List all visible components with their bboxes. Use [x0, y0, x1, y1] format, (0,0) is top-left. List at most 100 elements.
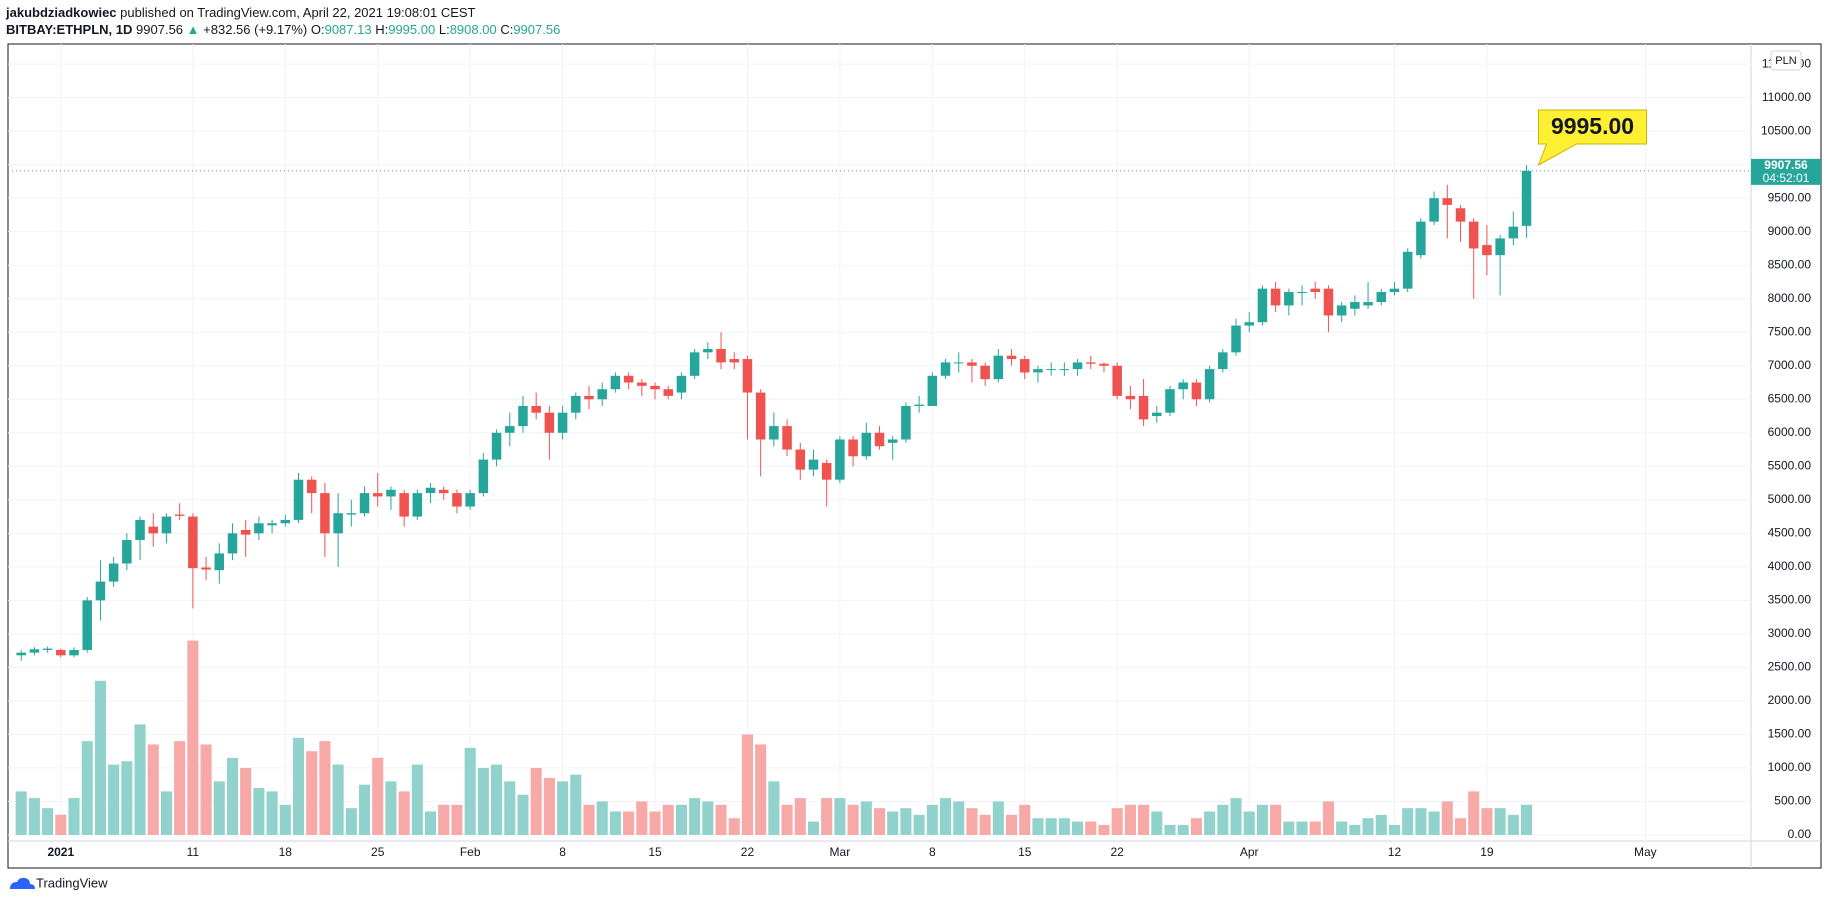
candle-body	[544, 412, 555, 433]
candle-body	[293, 479, 304, 520]
brand: TradingView	[36, 875, 108, 890]
logo[interactable]: TradingView	[10, 875, 108, 890]
volume-bar	[292, 737, 305, 835]
y-tick-label: 500.00	[1774, 794, 1811, 808]
volume-bar	[1058, 818, 1070, 835]
candle-body	[188, 516, 198, 569]
volume-bar	[187, 640, 199, 835]
volume-bar	[649, 811, 661, 835]
volume-bar	[358, 784, 371, 835]
volume-bar	[689, 798, 701, 835]
candle-body	[1402, 251, 1413, 289]
close-value: 9907.56	[513, 22, 561, 37]
volume-bar	[424, 811, 437, 835]
countdown-label: 04:52:01	[1763, 171, 1810, 185]
volume-bar	[1349, 824, 1361, 835]
candle-body	[1019, 359, 1030, 373]
candle-body	[227, 533, 238, 554]
callout-label: 9995.00	[1551, 113, 1634, 139]
candle-body	[1455, 208, 1466, 222]
y-tick-label: 8000.00	[1768, 291, 1812, 305]
y-tick-label: 9500.00	[1768, 190, 1812, 204]
y-tick-label: 5000.00	[1768, 492, 1812, 506]
candle-body	[214, 553, 225, 571]
volume-bar	[411, 764, 423, 835]
open-value: 9087.13	[324, 22, 372, 37]
volume-bar	[623, 811, 635, 835]
callout	[1537, 109, 1648, 167]
candle-body	[782, 426, 792, 450]
candle-body	[848, 439, 858, 457]
volume-bar	[1045, 818, 1057, 835]
volume-bar	[319, 741, 331, 835]
volume-bar	[913, 814, 925, 835]
candle-body	[1006, 355, 1017, 360]
volume-bar	[1098, 824, 1110, 835]
volume-bar	[517, 794, 529, 835]
volume-bar	[108, 764, 120, 835]
candle-body	[1495, 238, 1505, 256]
volume-bar	[953, 801, 965, 835]
candle-body	[1059, 369, 1070, 371]
candle-body	[108, 563, 119, 582]
candle-body	[333, 513, 343, 534]
candle-body	[425, 487, 436, 494]
volume-bar	[28, 798, 40, 835]
candle-body	[267, 523, 277, 526]
volume-bar	[1072, 821, 1084, 835]
volume-bar	[1441, 801, 1453, 835]
volume-bar	[768, 781, 780, 835]
candle-body	[1086, 362, 1096, 364]
candle-body	[161, 516, 172, 534]
x-tick-label: 12	[1388, 845, 1402, 859]
ohlc-line: BITBAY:ETHPLN, 1D 9907.56 ▲ +832.56 (+9.…	[6, 22, 560, 37]
volume-bar	[477, 767, 489, 835]
volume-bar	[134, 724, 146, 835]
candle-body	[637, 382, 647, 386]
candle-body	[703, 348, 713, 353]
candle-body	[663, 389, 673, 396]
candle-body	[280, 519, 291, 524]
volume-bar	[702, 801, 714, 835]
volume-bar	[279, 804, 291, 835]
y-tick-label: 10500.00	[1761, 123, 1811, 137]
author[interactable]: jakubdziadkowiec	[6, 5, 117, 20]
volume-bar	[174, 741, 186, 835]
volume-bar	[438, 804, 450, 835]
volume-bar	[807, 821, 820, 835]
candle-body	[240, 529, 251, 535]
volume-bar	[781, 804, 793, 835]
currency-button[interactable]	[1770, 50, 1802, 71]
candle-body	[465, 493, 475, 507]
volume-bar	[1507, 814, 1519, 835]
volume-bar	[1428, 811, 1440, 835]
volume-bar	[372, 757, 384, 835]
y-tick-label: 6500.00	[1768, 391, 1812, 405]
volume-bar	[345, 808, 357, 835]
volume-bar	[1270, 804, 1282, 835]
candle-body	[1336, 305, 1347, 316]
candle-body	[1468, 221, 1479, 249]
candle-body	[1310, 288, 1321, 293]
y-tick-label: 2500.00	[1768, 660, 1812, 674]
volume-bar	[1520, 804, 1533, 835]
low-value: 8908.00	[449, 22, 497, 37]
volume-bar	[213, 781, 225, 835]
y-tick-label: 5500.00	[1768, 458, 1812, 472]
candle-body	[1178, 382, 1188, 390]
volume-bar	[1217, 804, 1229, 835]
volume-bar	[1375, 814, 1387, 835]
candle-body	[518, 405, 528, 427]
candle-body	[412, 493, 423, 517]
y-tick-label: 4000.00	[1768, 559, 1812, 573]
volume-bar	[1256, 804, 1268, 835]
volume-bar	[55, 814, 67, 835]
volume-bar	[1005, 814, 1018, 835]
x-tick-label: 15	[1018, 845, 1032, 859]
volume-bar	[385, 781, 397, 835]
candle-body	[1389, 288, 1400, 293]
volume-bar	[42, 808, 54, 835]
y-tick-label: 8500.00	[1768, 257, 1812, 271]
volume-bar	[1177, 824, 1189, 835]
